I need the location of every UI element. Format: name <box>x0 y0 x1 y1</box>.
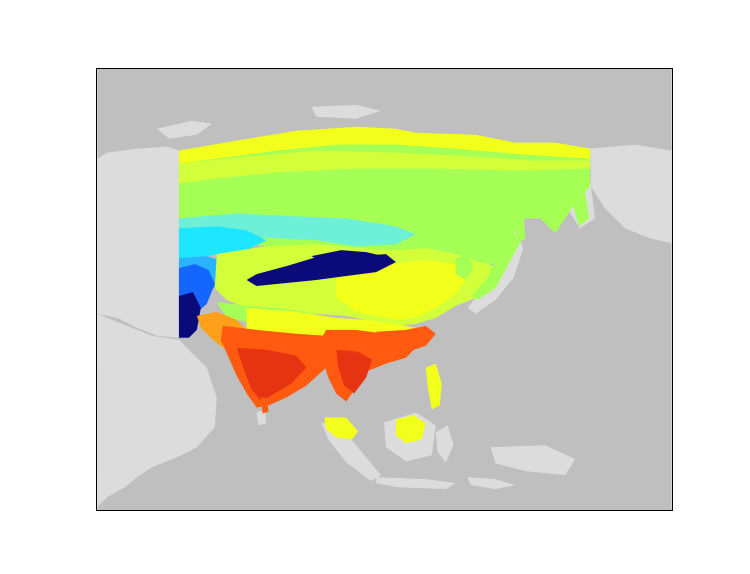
asia-data-map <box>97 69 672 510</box>
land-europe <box>97 146 179 338</box>
region-yellow-green-band <box>178 150 591 184</box>
land-java <box>376 477 456 490</box>
region-arctic-fringe <box>178 126 591 164</box>
region-dark-blue-west <box>178 291 201 338</box>
region-borneo-data <box>395 415 426 444</box>
region-aqua-belt <box>178 213 416 247</box>
region-philippines <box>425 363 442 410</box>
land-arctic-north <box>311 104 382 119</box>
region-sakhalin <box>513 214 526 245</box>
region-indochina-red <box>336 349 373 394</box>
land-sulawesi <box>435 425 454 463</box>
data-raster <box>178 126 591 444</box>
region-india-red <box>236 347 307 402</box>
region-japan-data <box>471 230 520 300</box>
land-small-islands <box>467 477 516 490</box>
region-kamchatka-data <box>571 192 590 227</box>
land-novaya-zemlya <box>157 120 212 139</box>
land-sri-lanka <box>256 409 267 426</box>
region-yellow-china <box>336 260 468 320</box>
land-arabia <box>97 367 138 468</box>
region-sri-lanka-data <box>260 397 269 414</box>
land-alaska <box>590 144 672 244</box>
region-korea <box>455 254 474 281</box>
land-new-guinea <box>490 445 576 476</box>
region-south-china-orange <box>376 325 436 352</box>
region-malaysia-data <box>324 417 359 440</box>
land-middle-east <box>97 313 217 508</box>
map-plot-area <box>96 68 673 511</box>
region-mongolia-desert <box>311 250 385 267</box>
region-tibet-yellow <box>246 307 416 340</box>
